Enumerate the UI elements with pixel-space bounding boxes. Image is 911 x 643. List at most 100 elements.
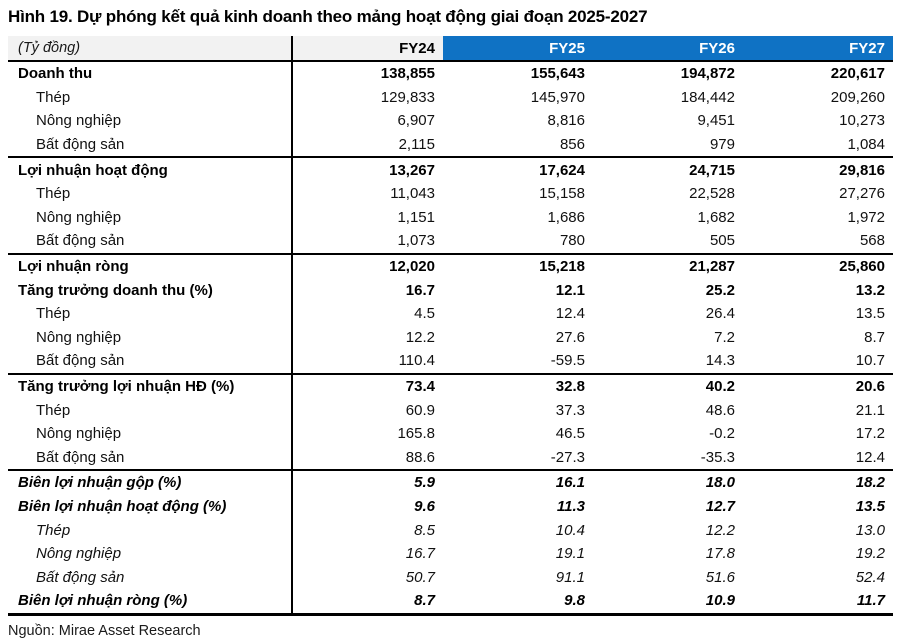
cell-value-fy27: 52.4	[855, 568, 885, 586]
cell-value-fy27: 19.2	[855, 545, 885, 563]
cell-value-fy26: 25.2	[705, 281, 735, 299]
cell-value-fy27: 10,273	[839, 112, 885, 130]
cell-value-fy27: 10.7	[855, 352, 885, 370]
row-label: Tăng trưởng lợi nhuận HĐ (%)	[8, 374, 293, 399]
cell-value-fy26: 24,715	[689, 161, 735, 179]
row-label: Biên lợi nhuận ròng (%)	[8, 589, 293, 613]
row-label: Nông nghiệp	[8, 325, 293, 350]
row-label: Nông nghiệp	[8, 421, 293, 446]
cell-value-fy25: 856	[559, 136, 585, 154]
cell-value-fy25: 11.3	[556, 497, 585, 515]
cell-value-fy25: 12.1	[555, 281, 585, 299]
cell-value-fy24: 13,267	[389, 161, 435, 179]
cell-value-fy25: 27.6	[555, 328, 585, 346]
table-row: Bất động sản 2,115 856 979 1,084	[8, 132, 893, 157]
table-body: Doanh thu 138,855 155,643 194,872 220,617 Thé…	[8, 62, 893, 613]
cell-value-fy27: 13.0	[855, 521, 885, 539]
table-row: Nông nghiệp 1,151 1,686 1,682 1,972	[8, 205, 893, 230]
cell-value-fy24: 6,907	[397, 112, 435, 130]
cell-value-fy24: 50.7	[405, 568, 435, 586]
row-label: Lợi nhuận hoạt động	[8, 158, 293, 182]
cell-value-fy27: 29,816	[839, 161, 885, 179]
table-row: Thép 129,833 145,970 184,442 209,260	[8, 85, 893, 110]
column-header-fy27: FY27	[743, 36, 893, 60]
table-row: Biên lợi nhuận gộp (%) 5.9 16.1 18.0 18.2	[8, 469, 893, 495]
cell-value-fy26: 7.2	[714, 328, 735, 346]
row-label: Bất động sản	[8, 565, 293, 590]
row-label: Nông nghiệp	[8, 109, 293, 133]
unit-label: (Tỷ đồng)	[8, 36, 293, 60]
cell-value-fy24: 129,833	[380, 88, 435, 106]
cell-value-fy26: 51.6	[705, 568, 735, 586]
cell-value-fy27: 209,260	[830, 88, 885, 106]
cell-value-fy26: 194,872	[680, 65, 735, 83]
column-header-fy26: FY26	[593, 36, 743, 60]
cell-value-fy27: 20.6	[855, 378, 885, 396]
cell-value-fy24: 138,855	[380, 65, 435, 83]
cell-value-fy25: 32.8	[555, 378, 585, 396]
row-label: Thép	[8, 181, 293, 206]
cell-value-fy27: 13.5	[855, 305, 885, 323]
table-row: Lợi nhuận ròng 12,020 15,218 21,287 25,860	[8, 252, 893, 279]
cell-value-fy26: 22,528	[689, 185, 735, 203]
cell-value-fy26: 26.4	[705, 305, 735, 323]
cell-value-fy26: 14.3	[705, 352, 735, 370]
cell-value-fy24: 88.6	[405, 448, 435, 466]
row-label: Nông nghiệp	[8, 541, 293, 566]
cell-value-fy24: 1,151	[397, 208, 435, 226]
cell-value-fy25: 15,158	[539, 185, 585, 203]
cell-value-fy24: 16.7	[405, 545, 435, 563]
cell-value-fy25: 91.1	[555, 568, 585, 586]
table-row: Tăng trưởng doanh thu (%) 16.7 12.1 25.2 13.…	[8, 278, 893, 302]
table-row: Nông nghiệp 6,907 8,816 9,451 10,273	[8, 109, 893, 133]
cell-value-fy25: 1,686	[547, 208, 585, 226]
cell-value-fy26: 184,442	[680, 88, 735, 106]
table-row: Bất động sản 110.4 -59.5 14.3 10.7	[8, 349, 893, 373]
forecast-table: (Tỷ đồng) FY24 FY25 FY26 FY27 Doanh thu 1…	[8, 36, 893, 616]
cell-value-fy25: 8,816	[547, 112, 585, 130]
row-label: Lợi nhuận ròng	[8, 254, 293, 279]
table-header-row: (Tỷ đồng) FY24 FY25 FY26 FY27	[8, 36, 893, 62]
row-label: Thép	[8, 398, 293, 422]
table-row: Bất động sản 50.7 91.1 51.6 52.4	[8, 565, 893, 590]
row-label: Bất động sản	[8, 229, 293, 253]
figure-title: Hình 19. Dự phóng kết quả kinh doanh the…	[8, 7, 648, 26]
cell-value-fy25: 12.4	[555, 305, 585, 323]
table-row: Bất động sản 1,073 780 505 568	[8, 229, 893, 253]
table-row: Lợi nhuận hoạt động 13,267 17,624 24,715 29,…	[8, 156, 893, 182]
cell-value-fy25: 37.3	[555, 401, 585, 419]
row-label: Bất động sản	[8, 349, 293, 373]
cell-value-fy27: 12.4	[855, 448, 885, 466]
row-label: Tăng trưởng doanh thu (%)	[8, 278, 293, 302]
cell-value-fy27: 11.7	[856, 592, 885, 610]
cell-value-fy24: 9.6	[414, 497, 435, 515]
row-label: Thép	[8, 301, 293, 326]
cell-value-fy27: 1,084	[847, 136, 885, 154]
cell-value-fy25: 9.8	[564, 592, 585, 610]
row-label: Nông nghiệp	[8, 205, 293, 230]
row-label: Thép	[8, 518, 293, 542]
cell-value-fy24: 8.5	[414, 521, 435, 539]
table-row: Biên lợi nhuận ròng (%) 8.7 9.8 10.9 11.7	[8, 589, 893, 613]
cell-value-fy27: 568	[859, 232, 885, 250]
cell-value-fy25: 19.1	[555, 545, 585, 563]
row-label: Thép	[8, 85, 293, 110]
table-row: Thép 11,043 15,158 22,528 27,276	[8, 181, 893, 206]
row-label: Biên lợi nhuận hoạt động (%)	[8, 494, 293, 519]
cell-value-fy25: -27.3	[550, 448, 585, 466]
cell-value-fy26: 17.8	[705, 545, 735, 563]
row-label: Doanh thu	[8, 62, 293, 86]
cell-value-fy25: 145,970	[530, 88, 585, 106]
cell-value-fy24: 2,115	[398, 136, 435, 154]
cell-value-fy24: 165.8	[397, 425, 435, 443]
cell-value-fy26: -35.3	[700, 448, 735, 466]
row-label: Bất động sản	[8, 445, 293, 470]
cell-value-fy26: 1,682	[697, 208, 735, 226]
cell-value-fy26: 12.7	[705, 497, 735, 515]
cell-value-fy27: 13.2	[855, 281, 885, 299]
cell-value-fy24: 5.9	[414, 474, 435, 492]
cell-value-fy27: 13.5	[855, 497, 885, 515]
cell-value-fy24: 1,073	[397, 232, 435, 250]
cell-value-fy27: 17.2	[855, 425, 885, 443]
cell-value-fy27: 8.7	[864, 328, 885, 346]
